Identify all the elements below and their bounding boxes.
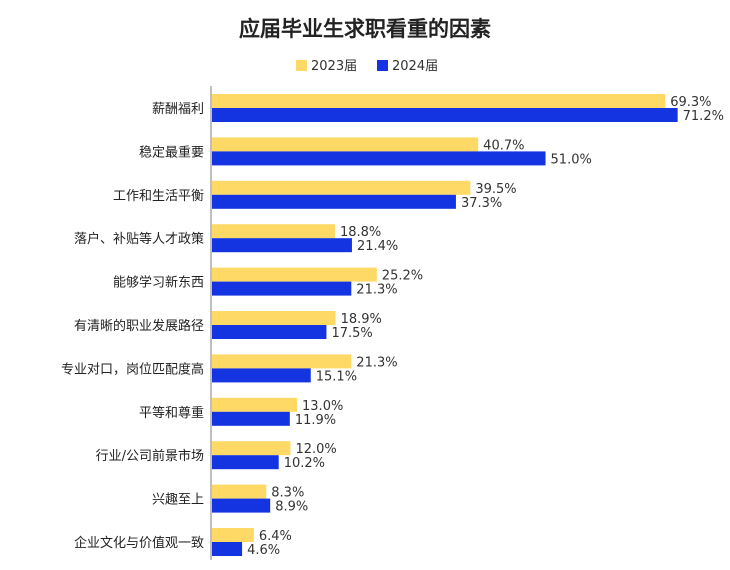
- category-label: 有清晰的职业发展路径: [74, 318, 204, 334]
- value-label-2024: 10.2%: [284, 456, 325, 471]
- category-label: 专业对口，岗位匹配度高: [61, 361, 204, 377]
- value-label-2024: 71.2%: [683, 109, 724, 124]
- bars: [212, 94, 678, 556]
- bar-2024: [212, 194, 456, 209]
- bar-2024: [212, 151, 546, 166]
- value-label-2023: 25.2%: [382, 269, 423, 284]
- bar-2024: [212, 281, 352, 296]
- value-label-2023: 21.3%: [356, 355, 397, 370]
- value-label-2024: 17.5%: [331, 326, 372, 341]
- bar-2024: [212, 238, 352, 253]
- bar-2024: [212, 325, 327, 339]
- bar-2024: [212, 411, 290, 426]
- bar-2023: [212, 267, 377, 282]
- category-label: 工作和生活平衡: [113, 189, 204, 204]
- value-label-2024: 21.4%: [357, 239, 398, 254]
- bar-2024: [212, 108, 678, 122]
- category-label: 落户、补贴等人才政策: [74, 231, 204, 247]
- legend-swatch-2023: [296, 60, 307, 71]
- legend-label-2024: 2024届: [392, 59, 438, 74]
- category-label: 能够学习新东西: [113, 275, 204, 291]
- legend-swatch-2024: [377, 60, 388, 71]
- category-labels: 薪酬福利稳定最重要工作和生活平衡落户、补贴等人才政策能够学习新东西有清晰的职业发…: [61, 102, 204, 551]
- bar-2024: [212, 455, 279, 470]
- value-label-2023: 18.8%: [340, 225, 381, 240]
- category-label: 平等和尊重: [139, 405, 204, 421]
- category-label: 企业文化与价值观一致: [74, 535, 204, 551]
- value-label-2024: 4.6%: [247, 543, 280, 558]
- value-label-2023: 18.9%: [341, 312, 382, 327]
- bar-2023: [212, 137, 479, 152]
- value-label-2023: 39.5%: [475, 182, 516, 197]
- value-label-2024: 21.3%: [356, 283, 397, 298]
- value-label-2023: 13.0%: [302, 399, 343, 414]
- bar-2024: [212, 542, 243, 556]
- value-labels: 69.3%71.2% 40.7% 51.0% 39.5%37.3% 18.8%21.4%…: [247, 95, 724, 558]
- value-label-2024: 8.9%: [275, 500, 308, 515]
- value-label-2024: 37.3%: [461, 196, 502, 211]
- bar-2023: [212, 180, 471, 195]
- bar-2024: [212, 498, 271, 513]
- value-label-2024: 11.9%: [295, 413, 336, 428]
- bar-2023: [212, 441, 291, 456]
- bar-2023: [212, 224, 335, 239]
- bar-2024: [212, 368, 311, 383]
- value-label-2023: 12.0%: [295, 442, 336, 457]
- bar-2023: [212, 484, 267, 499]
- value-label-2024: 15.1%: [316, 369, 357, 384]
- bar-2023: [212, 528, 254, 542]
- legend: 2023届 2024届: [296, 59, 438, 74]
- value-label-2023: 69.3%: [670, 95, 711, 110]
- category-label: 兴趣至上: [152, 493, 204, 508]
- value-label-2023: 6.4%: [259, 529, 292, 544]
- category-label: 行业/公司前景市场: [96, 448, 204, 464]
- bar-2023: [212, 354, 352, 369]
- bar-2023: [212, 397, 298, 412]
- chart-title: 应届毕业生求职看重的因素: [239, 17, 491, 41]
- bar-2023: [212, 311, 336, 325]
- value-label-2023: 40.7%: [483, 138, 524, 153]
- category-label: 薪酬福利: [152, 102, 204, 117]
- value-label-2024: 51.0%: [551, 152, 592, 167]
- bar-2023: [212, 94, 666, 108]
- category-label: 稳定最重要: [139, 144, 204, 160]
- legend-label-2023: 2023届: [311, 59, 357, 74]
- value-label-2023: 8.3%: [271, 486, 304, 501]
